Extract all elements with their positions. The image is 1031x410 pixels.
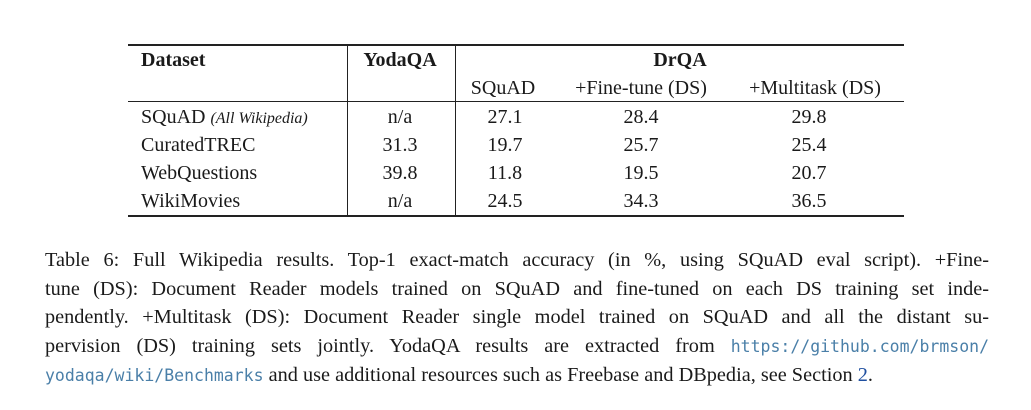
cell-yodaqa: 31.3 bbox=[382, 134, 418, 156]
cell-squad: 11.8 bbox=[487, 162, 523, 184]
cell-finetune: 25.7 bbox=[623, 134, 659, 156]
table-header-rule bbox=[128, 101, 904, 103]
header-dataset: Dataset bbox=[141, 49, 206, 71]
cell-squad: 27.1 bbox=[487, 106, 523, 128]
subheader-squad: SQuAD bbox=[470, 77, 536, 99]
cell-multitask: 20.7 bbox=[791, 162, 827, 184]
cell-squad: 19.7 bbox=[487, 134, 523, 156]
table-bottom-rule bbox=[128, 215, 904, 217]
caption-line: yodaqa/wiki/Benchmarks and use additiona… bbox=[45, 361, 989, 391]
dataset-note: (All Wikipedia) bbox=[210, 110, 308, 127]
header-yodaqa: YodaQA bbox=[363, 49, 437, 71]
cell-yodaqa: 39.8 bbox=[382, 162, 418, 184]
dataset-name: WikiMovies bbox=[141, 190, 241, 212]
cell-multitask: 36.5 bbox=[791, 190, 827, 212]
dataset-name: SQuAD bbox=[141, 106, 206, 128]
dataset-name: WebQuestions bbox=[141, 162, 258, 184]
cell-yodaqa: n/a bbox=[387, 190, 413, 212]
column-divider bbox=[347, 44, 349, 216]
dataset-name: CuratedTREC bbox=[141, 134, 256, 156]
table-top-rule bbox=[128, 44, 904, 46]
subheader-multitask: +Multitask (DS) bbox=[749, 77, 881, 99]
caption-period: . bbox=[867, 364, 873, 387]
cell-yodaqa: n/a bbox=[387, 106, 413, 128]
table-caption: Table 6: Full Wikipedia results. Top-1 e… bbox=[45, 246, 989, 391]
cell-finetune: 34.3 bbox=[623, 190, 659, 212]
section-reference-link[interactable]: 2 bbox=[857, 364, 868, 387]
benchmark-link-continued[interactable]: yodaqa/wiki/Benchmarks bbox=[45, 366, 264, 386]
caption-line: pervision (DS) training sets jointly. Yo… bbox=[45, 332, 989, 362]
caption-text: pervision (DS) training sets jointly. Yo… bbox=[45, 334, 715, 357]
benchmark-link[interactable]: https://github.com/brmson/ bbox=[730, 336, 989, 356]
cell-finetune: 28.4 bbox=[623, 106, 659, 128]
header-drqa: DrQA bbox=[653, 49, 707, 71]
caption-line: pendently. +Multitask (DS): Document Rea… bbox=[45, 306, 989, 329]
caption-text: and use additional resources such as Fre… bbox=[263, 364, 858, 387]
column-divider bbox=[455, 44, 457, 216]
cell-finetune: 19.5 bbox=[623, 162, 659, 184]
cell-multitask: 29.8 bbox=[791, 106, 827, 128]
cell-squad: 24.5 bbox=[487, 190, 523, 212]
caption-line: Table 6: Full Wikipedia results. Top-1 e… bbox=[45, 249, 989, 271]
subheader-finetune: +Fine-tune (DS) bbox=[575, 77, 707, 99]
caption-line: tune (DS): Document Reader models traine… bbox=[45, 277, 989, 300]
cell-multitask: 25.4 bbox=[791, 134, 827, 156]
row-dataset-name: SQuAD (All Wikipedia) bbox=[141, 106, 308, 130]
results-table: Dataset YodaQA DrQA SQuAD +Fine-tune (DS… bbox=[128, 44, 904, 217]
